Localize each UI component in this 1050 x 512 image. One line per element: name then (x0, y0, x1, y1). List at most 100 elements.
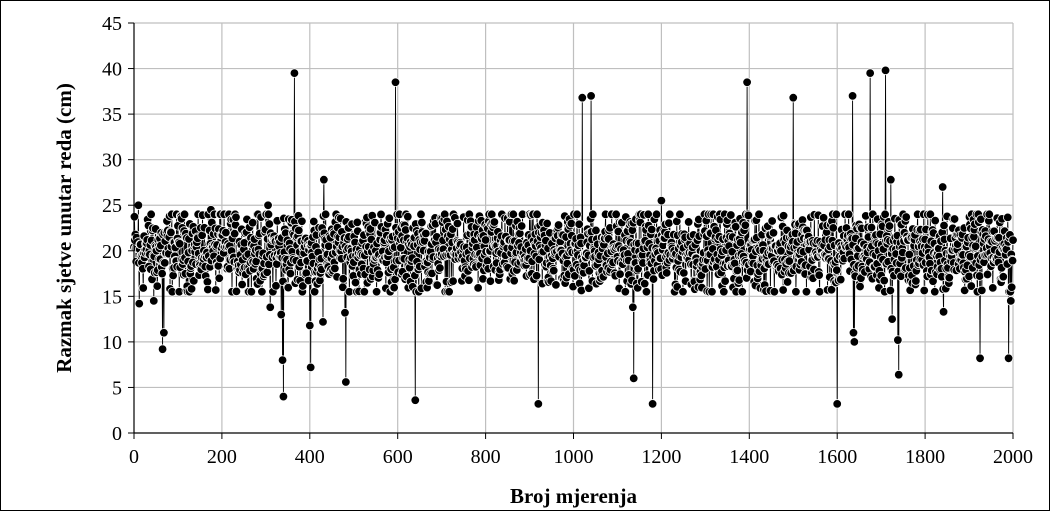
data-point (767, 216, 777, 226)
data-point (665, 209, 675, 220)
data-point (591, 225, 601, 236)
data-point (489, 217, 500, 227)
data-point (283, 282, 293, 293)
data-point (791, 287, 801, 297)
data-point (911, 276, 921, 286)
data-point (149, 296, 159, 306)
data-point (350, 277, 361, 288)
data-point (134, 298, 144, 309)
data-point (179, 209, 190, 220)
data-point (1003, 212, 1013, 223)
data-point (146, 209, 156, 220)
data-point (257, 287, 267, 297)
data-point (776, 246, 786, 256)
data-point (166, 227, 176, 238)
data-point (754, 209, 764, 220)
data-point (628, 302, 638, 312)
y-axis-title: Razmak sjetve unutar reda (cm) (52, 83, 76, 373)
x-tick-label: 800 (471, 446, 501, 468)
data-point (542, 218, 552, 229)
data-point (818, 213, 829, 223)
data-point (930, 215, 940, 226)
data-point (937, 182, 948, 192)
data-point (901, 212, 911, 222)
data-point (1007, 255, 1018, 266)
x-tick-label: 400 (295, 446, 325, 468)
data-point (309, 216, 319, 227)
data-point (719, 287, 729, 297)
data-point (285, 268, 296, 279)
data-point (473, 283, 483, 293)
data-point (138, 283, 148, 293)
data-point (826, 285, 837, 295)
data-point (277, 355, 288, 365)
data-point (338, 274, 348, 284)
data-point (276, 309, 286, 320)
data-point (880, 65, 891, 76)
data-point (305, 320, 315, 331)
data-point (389, 282, 399, 293)
data-point (938, 307, 949, 317)
data-point (737, 287, 747, 297)
data-point (740, 220, 751, 230)
x-tick-label: 2000 (993, 446, 1033, 468)
data-point (168, 270, 178, 281)
data-point (588, 209, 598, 220)
data-point (641, 287, 652, 297)
data-point (416, 209, 426, 220)
data-point (262, 267, 272, 277)
data-point (894, 369, 904, 380)
y-tick-label: 35 (102, 104, 122, 126)
data-point (647, 399, 658, 409)
data-point (265, 302, 275, 312)
data-point (485, 276, 496, 286)
data-point (707, 287, 717, 297)
data-point (982, 269, 993, 280)
x-tick-label: 600 (383, 446, 413, 468)
data-point (574, 219, 584, 229)
data-point (294, 225, 304, 236)
data-point (887, 314, 897, 324)
data-point (435, 263, 445, 273)
data-point (480, 235, 491, 245)
data-point (305, 362, 316, 373)
x-tick-label: 0 (129, 446, 139, 468)
data-point (330, 263, 340, 274)
data-point (231, 212, 241, 222)
data-point (271, 281, 281, 291)
data-point (886, 175, 896, 185)
data-point (365, 224, 376, 234)
data-point (309, 287, 320, 297)
data-point (768, 228, 779, 238)
data-point (801, 287, 812, 297)
data-point (532, 209, 542, 220)
data-point (297, 216, 307, 226)
data-point (264, 219, 275, 229)
data-point (615, 269, 625, 279)
data-point (586, 91, 596, 101)
data-point (263, 200, 273, 210)
data-point (157, 344, 168, 354)
data-point (865, 68, 875, 78)
data-point (289, 68, 300, 78)
data-point (319, 175, 329, 185)
data-points (129, 65, 1018, 409)
data-point (1003, 353, 1014, 363)
data-point (410, 395, 420, 405)
data-point (814, 270, 824, 280)
data-point (531, 271, 542, 281)
data-point (836, 274, 846, 285)
y-tick-label: 10 (102, 332, 122, 354)
data-point (885, 285, 896, 296)
data-point (930, 287, 940, 297)
data-point (376, 209, 386, 220)
data-point (1006, 296, 1016, 306)
data-point (211, 285, 221, 295)
data-point (263, 209, 274, 220)
data-point (231, 286, 242, 297)
data-point (570, 271, 580, 281)
data-point (508, 209, 518, 220)
data-point (421, 228, 431, 239)
x-axis-title: Broj mjerenja (510, 484, 637, 508)
data-point (374, 269, 384, 279)
